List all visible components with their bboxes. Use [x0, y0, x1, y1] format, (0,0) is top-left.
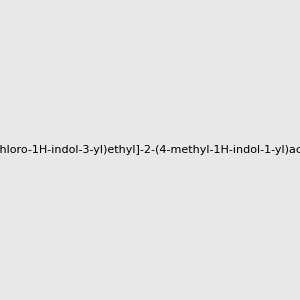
Text: N-[2-(5-chloro-1H-indol-3-yl)ethyl]-2-(4-methyl-1H-indol-1-yl)acetamide: N-[2-(5-chloro-1H-indol-3-yl)ethyl]-2-(4… — [0, 145, 300, 155]
